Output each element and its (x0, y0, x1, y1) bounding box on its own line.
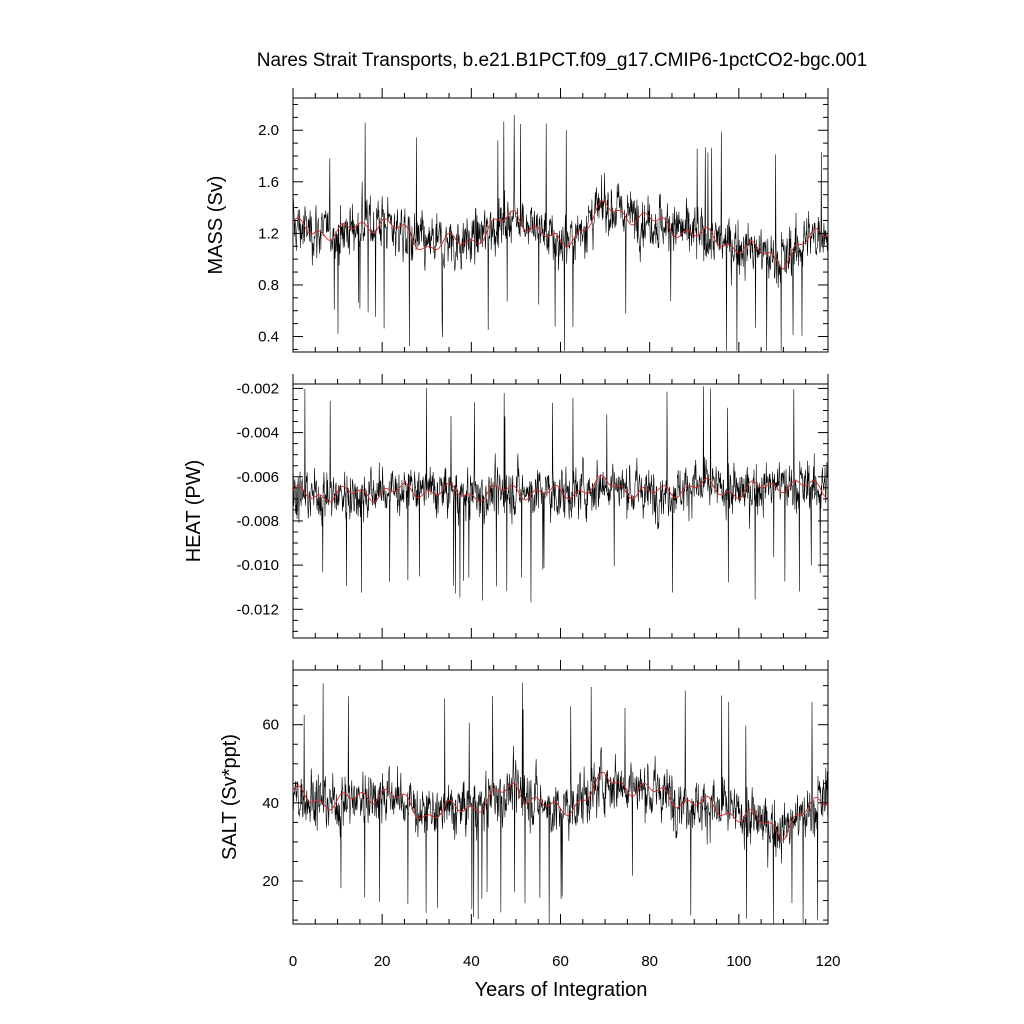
monthly-series-line (292, 386, 829, 603)
x-tick-label: 0 (289, 953, 297, 970)
y-tick-label: 0.4 (258, 329, 279, 346)
x-tick-label: 120 (815, 953, 840, 970)
y-axis-label: HEAT (PW) (183, 460, 205, 563)
y-tick-label: -0.006 (236, 469, 279, 486)
annual-mean-line (292, 771, 829, 842)
plot-frame (292, 669, 829, 925)
x-tick-label: 20 (374, 953, 391, 970)
y-tick-label: 1.2 (258, 225, 279, 242)
y-tick-label: 60 (262, 717, 279, 734)
y-tick-label: -0.010 (236, 557, 279, 574)
y-tick-label: 2.0 (258, 122, 279, 139)
y-tick-label: -0.002 (236, 380, 279, 397)
y-tick-label: 20 (262, 873, 279, 890)
x-tick-label: 80 (641, 953, 658, 970)
y-axis-label: SALT (Sv*ppt) (219, 734, 241, 860)
annual-mean-line (292, 474, 829, 503)
monthly-series-line (292, 682, 829, 925)
panel-1: 0.4 0.8 1.2 1.6 2.0 MASS (Sv) (205, 88, 829, 353)
panel-3: 20 40 60 0 20 40 60 80 100 120 SALT (Sv*ppt) (219, 660, 841, 970)
monthly-series-line (292, 115, 829, 351)
y-tick-label: 0.8 (258, 277, 279, 294)
y-tick-label: -0.008 (236, 513, 279, 530)
x-tick-label: 60 (552, 953, 569, 970)
annual-mean-line (292, 200, 829, 270)
panel-2: -0.002 -0.004 -0.006 -0.008 -0.010 -0.012 HEAT… (183, 374, 829, 639)
chart-title: Nares Strait Transports, b.e21.B1PCT.f09… (257, 50, 867, 71)
x-tick-label: 40 (463, 953, 480, 970)
x-axis-label: Years of Integration (475, 979, 648, 1001)
y-tick-label: 1.6 (258, 174, 279, 191)
x-tick-label: 100 (726, 953, 751, 970)
y-tick-label: -0.004 (236, 425, 279, 442)
y-tick-label: -0.012 (236, 601, 279, 618)
plot-frame (292, 383, 829, 639)
y-axis-label: MASS (Sv) (205, 176, 227, 275)
y-tick-label: 40 (262, 795, 279, 812)
